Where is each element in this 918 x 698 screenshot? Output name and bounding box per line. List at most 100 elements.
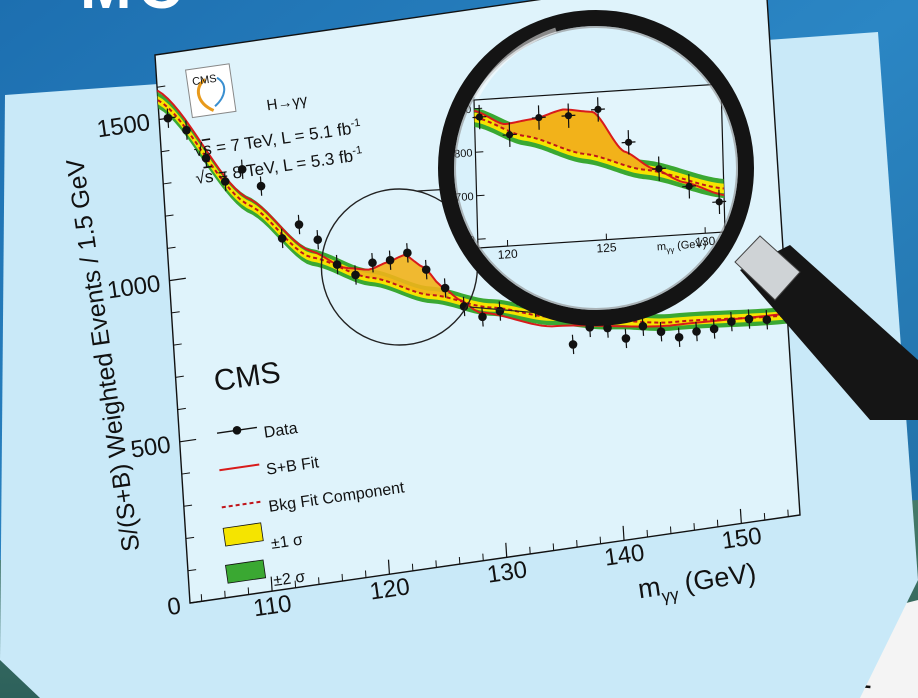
legend-data-marker <box>232 426 242 435</box>
lens-rim <box>438 10 754 326</box>
channel-label: H→γγ <box>266 92 309 115</box>
y-tick <box>159 116 176 121</box>
data-point <box>182 125 191 135</box>
cms-logo: CMS <box>184 63 237 119</box>
x-tick-label: 120 <box>368 573 411 605</box>
data-point <box>368 258 377 268</box>
data-point <box>351 270 360 280</box>
cms-logo-swirl <box>196 78 215 112</box>
data-point <box>385 255 395 265</box>
data-point <box>220 177 230 186</box>
zoom-signal-excess <box>494 109 655 172</box>
data-point <box>332 260 342 269</box>
data-point <box>568 340 578 349</box>
data-point <box>656 327 666 337</box>
cms-logo-text: CMS <box>192 73 218 88</box>
signal-excess <box>340 254 449 298</box>
sqrt-sign: √ <box>194 168 207 188</box>
data-point <box>440 283 450 293</box>
data-point <box>201 153 211 163</box>
zoom-data-point <box>505 131 514 139</box>
data-point <box>727 317 736 326</box>
data-point <box>478 312 487 322</box>
bkg-fit-line <box>157 99 788 324</box>
data-point <box>256 181 266 191</box>
y-minor-tick <box>177 407 186 411</box>
zoom-y-tick-label: 800 <box>454 147 473 160</box>
energy-sup: -1 <box>351 144 362 157</box>
zoom-data-point <box>655 165 663 173</box>
zoom-plot: 600700800900120125130mγγ (GeV) <box>453 83 727 262</box>
cms-logo-track <box>214 76 226 108</box>
legend-band2-swatch <box>225 559 267 584</box>
x-tick <box>622 525 625 541</box>
magnifier: 600700800900120125130mγγ (GeV) <box>320 10 918 420</box>
y-tick <box>179 438 197 443</box>
zoom-x-tick-label: 125 <box>596 240 617 255</box>
zoom-data-point <box>624 138 633 146</box>
x-tick <box>739 508 742 524</box>
legend-band1-swatch <box>222 522 264 547</box>
data-point <box>621 334 631 343</box>
legend-sb-line <box>219 463 260 472</box>
sqrt-s: s <box>202 139 213 159</box>
data-point <box>603 323 612 333</box>
y-minor-tick <box>171 311 180 314</box>
zoom-x-tick-label: 130 <box>695 234 716 249</box>
zoom-data-point <box>475 113 484 121</box>
y-minor-tick <box>156 85 166 88</box>
y-minor-tick <box>183 504 193 507</box>
data-point <box>459 302 469 311</box>
lens-highlight <box>473 27 557 100</box>
x-tick-label: 150 <box>720 522 763 554</box>
zoom-data-point <box>715 198 723 206</box>
data-point <box>495 306 505 316</box>
y-minor-tick <box>161 150 170 153</box>
data-point <box>638 321 648 331</box>
data-point <box>692 327 701 336</box>
data-point <box>709 324 719 334</box>
zoom-y-tick <box>477 238 486 240</box>
data-point <box>277 234 287 243</box>
x-tick <box>387 559 391 575</box>
data-point <box>313 235 323 245</box>
zoom-x-axis-title-sub: γγ <box>666 245 675 254</box>
energy-sup: -1 <box>350 117 361 130</box>
y-minor-tick <box>173 343 182 346</box>
zoom-x-axis-title-main: m <box>657 241 667 254</box>
zoom-y-tick <box>474 107 483 110</box>
y-minor-tick <box>167 246 176 249</box>
zoom-data-point <box>685 182 693 190</box>
zoom-y-tick <box>475 151 484 153</box>
sb-fit-line <box>156 89 788 328</box>
y-tick-label: 500 <box>129 431 172 463</box>
y-minor-tick <box>181 472 191 475</box>
y-tick <box>189 600 207 604</box>
data-point <box>674 332 684 342</box>
data-point <box>744 314 754 324</box>
x-tick <box>270 576 273 592</box>
x-tick-label: 140 <box>603 539 646 571</box>
sqrt-s: s <box>203 167 214 187</box>
zoom-y-tick <box>476 194 485 197</box>
legend-label: ±2 σ <box>272 569 306 590</box>
x-tick-label: 130 <box>485 556 528 588</box>
y-minor-tick <box>175 375 184 378</box>
data-point <box>294 220 304 229</box>
y-tick <box>169 277 186 282</box>
x-axis-title-sub: γγ <box>660 585 680 606</box>
y-minor-tick <box>187 569 197 572</box>
y-minor-tick <box>165 214 174 217</box>
x-axis-title-main: m <box>636 571 663 604</box>
y-tick-label: 0 <box>166 592 183 621</box>
x-tick-label: 110 <box>252 590 294 622</box>
zoom-data-point <box>564 112 573 120</box>
data-point <box>762 315 772 325</box>
zoom-data-point <box>594 105 602 114</box>
legend-label: ±1 σ <box>270 531 304 552</box>
zoom-x-axis-title: mγγ (GeV) <box>657 238 707 255</box>
cms-logo-box <box>184 63 237 119</box>
x-tick <box>505 542 508 558</box>
zoom-x-axis-title-unit: (GeV) <box>674 238 707 252</box>
